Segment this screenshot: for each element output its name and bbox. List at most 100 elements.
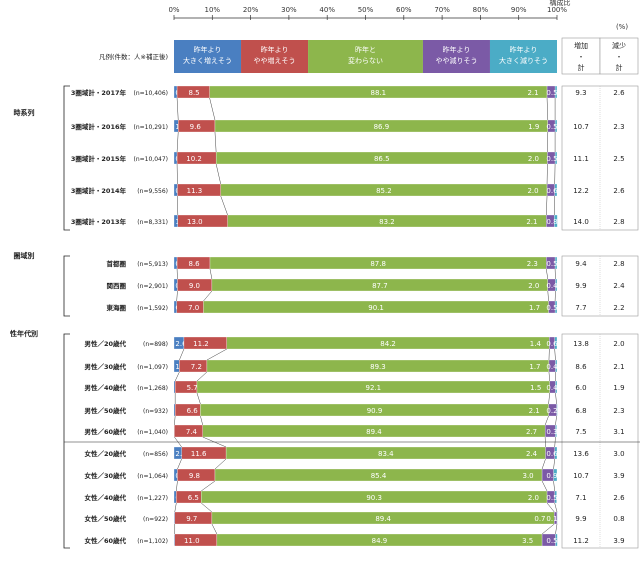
increase-total: 6.0 [575, 384, 586, 392]
bar-value-label: 1.9 [528, 123, 539, 131]
bar-value-label: 0.2 [546, 407, 557, 415]
axis-tick-label: 80% [473, 6, 489, 14]
connector-line [176, 480, 178, 492]
row-label: 女性／50歳代 [84, 514, 126, 523]
bar-value-label: 7.4 [186, 428, 198, 436]
increase-total: 9.9 [575, 282, 586, 290]
bar-value-label: 88.1 [371, 89, 387, 97]
axis-title: 構成比 [550, 0, 571, 7]
increase-total: 10.7 [573, 472, 589, 480]
group-label: 時系列 [14, 108, 35, 117]
bar-segment [555, 278, 558, 292]
bar-value-label: 0.4 [546, 282, 558, 290]
connector-line [201, 502, 213, 513]
row-count: (n=10,291) [133, 124, 168, 131]
connector-line [206, 348, 227, 361]
decrease-total: 2.6 [613, 89, 625, 97]
bar-value-label: 9.6 [190, 123, 202, 131]
legend-label: 大きく減りそう [499, 56, 548, 65]
bar-segment [555, 424, 557, 438]
bar-value-label: 0.5 [546, 494, 557, 502]
connector-line [174, 502, 177, 513]
row-count: (n=10,406) [133, 90, 168, 97]
decrease-total: 3.0 [613, 450, 624, 458]
increase-total: 7.1 [575, 494, 586, 502]
row-count: (n=898) [143, 341, 168, 348]
row-count: (n=1,097) [137, 364, 168, 371]
connector-line [215, 163, 221, 185]
bar-segment [554, 85, 558, 99]
bar-value-label: 2.1 [526, 218, 537, 226]
decrease-total: 2.8 [613, 218, 624, 226]
bar-segment [553, 468, 558, 482]
bar-segment [555, 359, 558, 373]
axis-tick-label: 100% [547, 6, 567, 14]
connector-line [547, 290, 549, 302]
bar-segment [556, 403, 558, 417]
connector-line [546, 502, 555, 513]
bar-value-label: 2.4 [526, 450, 538, 458]
connector-line [214, 458, 227, 470]
bar-value-label: 89.3 [370, 363, 386, 371]
connector-line [196, 371, 208, 382]
bar-value-label: 0.6 [546, 187, 558, 195]
bar-value-label: 0.5 [546, 123, 557, 131]
connector-line [177, 458, 182, 470]
row-label: 首都圏 [107, 259, 127, 268]
bar-segment [554, 119, 558, 133]
decrease-total: 2.3 [613, 123, 624, 131]
bar-value-label: 0.5 [546, 304, 557, 312]
row-label: 3圏域計・2014年 [71, 186, 127, 195]
bar-value-label: 87.8 [370, 260, 386, 268]
row-count: (n=8,331) [137, 219, 168, 226]
increase-total: 7.5 [575, 428, 586, 436]
legend-label: 昨年と [355, 45, 376, 54]
bar-value-label: 0.5 [546, 260, 557, 268]
bar-value-label: 11.6 [191, 450, 207, 458]
connector-line [541, 523, 555, 535]
bar-value-label: 0.5 [546, 537, 557, 545]
bar-value-label: 9.0 [189, 282, 200, 290]
bar-value-label: 83.4 [378, 450, 394, 458]
row-label: 3圏域計・2013年 [71, 217, 127, 226]
legend-swatch [422, 40, 490, 73]
connector-line [179, 348, 185, 361]
connector-line [555, 415, 557, 426]
bar-value-label: 92.1 [366, 384, 382, 392]
row-label: 男性／20歳代 [83, 339, 126, 348]
bar-value-label: 0.5 [546, 155, 557, 163]
bar-value-label: 86.9 [374, 123, 390, 131]
connector-line [554, 502, 558, 513]
legend-swatch [308, 40, 423, 73]
bar-value-label: 0.8 [546, 218, 557, 226]
row-label: 女性／60歳代 [84, 536, 126, 545]
row-label: 女性／20歳代 [84, 449, 126, 458]
legend-label: 昨年より [261, 45, 289, 54]
bar-value-label: 0.3 [546, 428, 557, 436]
bar-segment [554, 256, 558, 270]
bar-value-label: 0.4 [546, 363, 558, 371]
group-label: 性年代別 [10, 329, 38, 338]
decrease-total: 2.2 [613, 304, 624, 312]
axis-tick-label: 10% [205, 6, 221, 14]
decrease-total: 2.0 [613, 340, 624, 348]
connector-line [553, 458, 555, 470]
row-label: 男性／60歳代 [83, 427, 126, 436]
row-label: 関西圏 [107, 281, 127, 290]
bar-segment [555, 533, 558, 547]
row-label: 男性／40歳代 [83, 383, 126, 392]
increase-total: 12.2 [573, 187, 589, 195]
bar-value-label: 1.7 [529, 363, 540, 371]
bar-value-label: 0.1 [546, 515, 557, 523]
bar-value-label: 0.4 [546, 384, 558, 392]
bar-value-label: 2.1 [527, 89, 538, 97]
decrease-total: 1.9 [613, 384, 624, 392]
decrease-total: 2.5 [613, 155, 624, 163]
bar-value-label: 85.4 [371, 472, 387, 480]
row-label: 3圏域計・2016年 [71, 122, 127, 131]
row-count: (n=1,268) [137, 385, 168, 392]
connector-line [200, 415, 203, 426]
connector-line [541, 480, 548, 492]
row-count: (n=856) [143, 451, 168, 458]
bar-segment [554, 214, 558, 228]
